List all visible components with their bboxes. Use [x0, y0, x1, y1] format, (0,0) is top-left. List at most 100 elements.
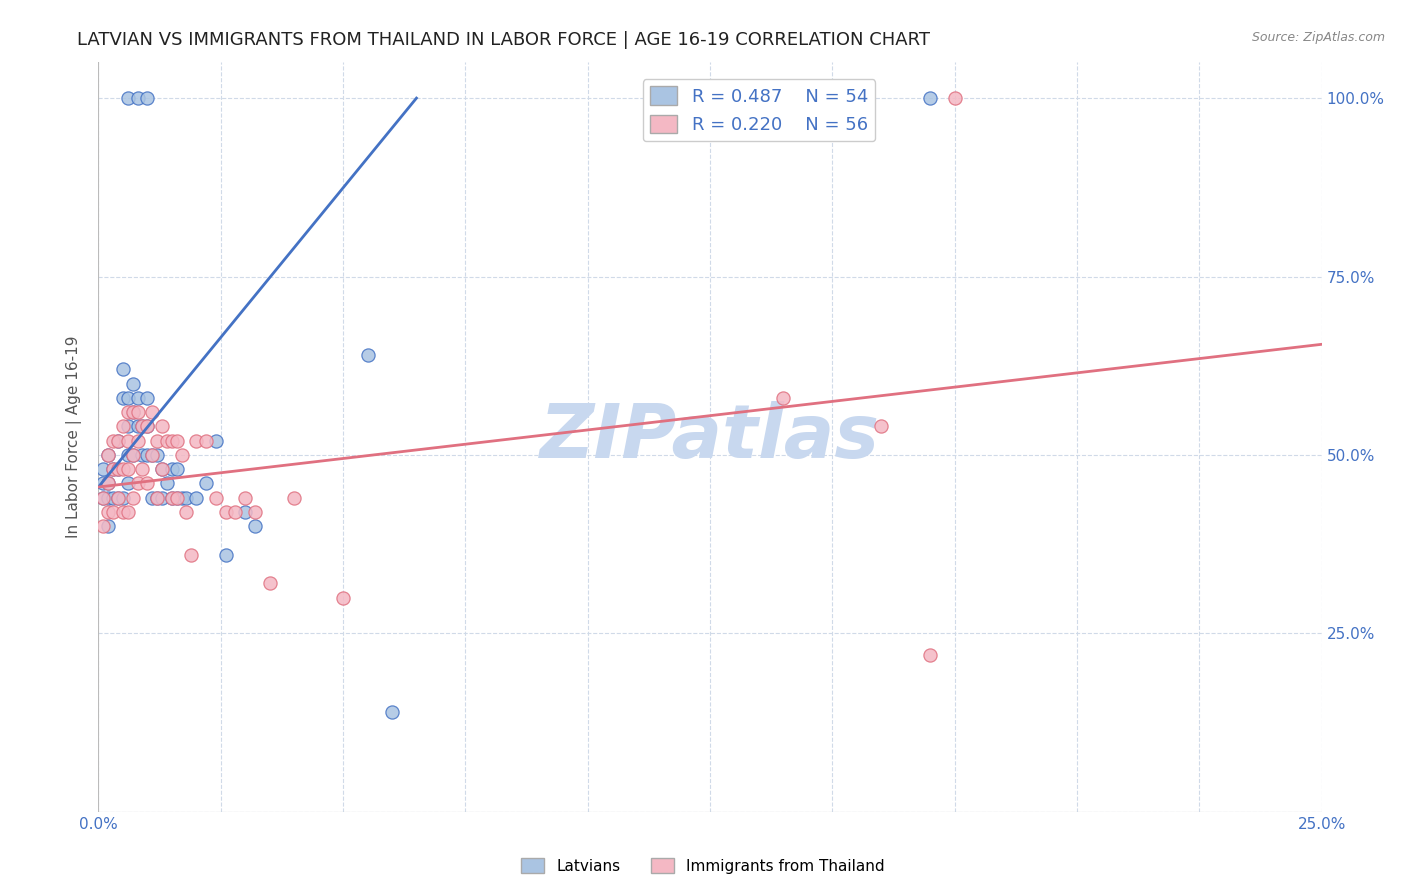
Point: [121, 376, 143, 391]
Point: [146, 491, 169, 505]
Text: ZIPatlas: ZIPatlas: [540, 401, 880, 474]
Point: [943, 91, 966, 105]
Point: [195, 476, 218, 491]
Point: [283, 491, 305, 505]
Point: [160, 434, 183, 448]
Point: [150, 419, 173, 434]
Point: [101, 462, 124, 476]
Point: [166, 491, 188, 505]
Legend: Latvians, Immigrants from Thailand: Latvians, Immigrants from Thailand: [515, 852, 891, 880]
Point: [233, 491, 256, 505]
Point: [141, 405, 163, 419]
Text: LATVIAN VS IMMIGRANTS FROM THAILAND IN LABOR FORCE | AGE 16-19 CORRELATION CHART: LATVIAN VS IMMIGRANTS FROM THAILAND IN L…: [77, 31, 931, 49]
Point: [97, 476, 120, 491]
Point: [101, 434, 124, 448]
Point: [186, 491, 208, 505]
Point: [107, 462, 129, 476]
Point: [136, 91, 159, 105]
Point: [91, 491, 114, 505]
Point: [121, 448, 143, 462]
Point: [121, 448, 143, 462]
Point: [150, 491, 173, 505]
Point: [97, 505, 120, 519]
Point: [107, 462, 129, 476]
Point: [91, 491, 114, 505]
Point: [243, 519, 266, 533]
Point: [166, 491, 188, 505]
Point: [160, 462, 183, 476]
Point: [107, 491, 129, 505]
Point: [131, 462, 153, 476]
Point: [141, 448, 163, 462]
Point: [146, 448, 169, 462]
Point: [150, 462, 173, 476]
Point: [160, 491, 183, 505]
Point: [127, 476, 149, 491]
Point: [111, 362, 134, 376]
Point: [205, 434, 228, 448]
Point: [127, 391, 149, 405]
Point: [117, 448, 139, 462]
Point: [117, 434, 139, 448]
Point: [156, 476, 179, 491]
Point: [214, 548, 236, 562]
Point: [91, 476, 114, 491]
Point: [136, 476, 159, 491]
Point: [176, 491, 198, 505]
Point: [107, 434, 129, 448]
Point: [97, 448, 120, 462]
Point: [101, 491, 124, 505]
Point: [141, 448, 163, 462]
Point: [127, 434, 149, 448]
Point: [127, 405, 149, 419]
Point: [870, 419, 893, 434]
Point: [117, 91, 139, 105]
Point: [121, 491, 143, 505]
Point: [160, 491, 183, 505]
Point: [91, 462, 114, 476]
Point: [259, 576, 281, 591]
Point: [127, 419, 149, 434]
Y-axis label: In Labor Force | Age 16-19: In Labor Force | Age 16-19: [66, 335, 83, 539]
Text: Source: ZipAtlas.com: Source: ZipAtlas.com: [1251, 31, 1385, 45]
Point: [101, 505, 124, 519]
Point: [176, 505, 198, 519]
Point: [121, 405, 143, 419]
Point: [131, 419, 153, 434]
Point: [233, 505, 256, 519]
Point: [131, 448, 153, 462]
Point: [136, 391, 159, 405]
Point: [97, 476, 120, 491]
Legend: R = 0.487    N = 54, R = 0.220    N = 56: R = 0.487 N = 54, R = 0.220 N = 56: [643, 79, 875, 141]
Point: [920, 91, 942, 105]
Point: [111, 491, 134, 505]
Point: [111, 419, 134, 434]
Point: [141, 491, 163, 505]
Point: [180, 548, 202, 562]
Point: [224, 505, 246, 519]
Point: [117, 391, 139, 405]
Point: [381, 705, 404, 719]
Point: [117, 405, 139, 419]
Point: [772, 391, 794, 405]
Point: [111, 462, 134, 476]
Point: [107, 434, 129, 448]
Point: [214, 505, 236, 519]
Point: [97, 519, 120, 533]
Point: [117, 462, 139, 476]
Point: [91, 519, 114, 533]
Point: [131, 419, 153, 434]
Point: [166, 434, 188, 448]
Point: [117, 476, 139, 491]
Point: [136, 448, 159, 462]
Point: [117, 419, 139, 434]
Point: [136, 419, 159, 434]
Point: [205, 491, 228, 505]
Point: [146, 491, 169, 505]
Point: [101, 462, 124, 476]
Point: [121, 405, 143, 419]
Point: [127, 91, 149, 105]
Point: [111, 391, 134, 405]
Point: [166, 462, 188, 476]
Point: [170, 491, 193, 505]
